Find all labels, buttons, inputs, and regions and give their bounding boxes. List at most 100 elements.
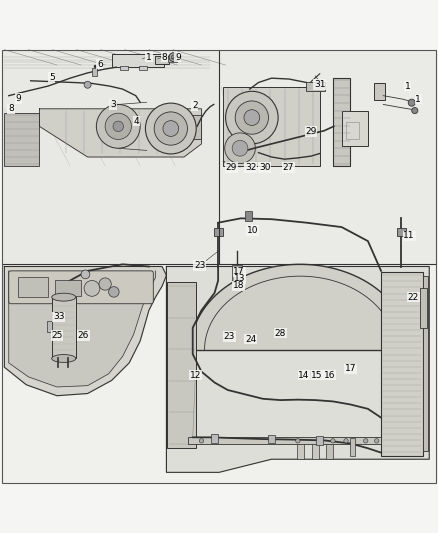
Ellipse shape (52, 293, 76, 301)
Text: 8: 8 (162, 53, 168, 62)
Text: 31: 31 (314, 80, 325, 89)
Text: 25: 25 (51, 331, 63, 340)
Text: 22: 22 (408, 293, 419, 302)
Circle shape (199, 439, 204, 443)
Text: 11: 11 (403, 231, 415, 240)
Bar (381, 272, 423, 456)
Text: 1: 1 (146, 53, 152, 62)
Text: 10: 10 (247, 226, 258, 235)
Text: 14: 14 (298, 370, 310, 379)
Bar (350, 438, 355, 456)
Bar (297, 444, 304, 459)
Circle shape (113, 121, 124, 132)
Text: 16: 16 (324, 370, 335, 379)
Bar (268, 435, 275, 443)
Circle shape (96, 104, 140, 148)
Text: 24: 24 (245, 335, 256, 344)
Bar (168, 57, 177, 61)
Text: 23: 23 (194, 261, 205, 270)
Circle shape (163, 120, 179, 136)
Bar (112, 54, 164, 67)
Polygon shape (9, 271, 155, 387)
Text: 30: 30 (259, 163, 270, 172)
Bar (2, 50, 219, 264)
Circle shape (84, 280, 100, 296)
Bar (333, 78, 350, 166)
Bar (312, 444, 319, 459)
Circle shape (109, 287, 119, 297)
Text: 9: 9 (175, 53, 181, 62)
Text: 32: 32 (245, 163, 256, 172)
Text: 15: 15 (311, 370, 323, 379)
Circle shape (296, 439, 300, 443)
Circle shape (99, 278, 111, 290)
Bar (211, 434, 218, 442)
Text: 13: 13 (234, 274, 246, 283)
Bar (52, 297, 76, 359)
Bar (173, 115, 201, 140)
Text: 33: 33 (53, 312, 64, 321)
Bar (92, 68, 97, 76)
FancyBboxPatch shape (9, 271, 153, 304)
Bar (55, 280, 81, 296)
Text: 28: 28 (275, 328, 286, 337)
Text: 27: 27 (283, 163, 294, 172)
Bar (326, 444, 333, 459)
Text: 23: 23 (224, 332, 235, 341)
Text: 29: 29 (226, 163, 237, 172)
Text: 12: 12 (190, 370, 201, 379)
Bar (232, 265, 242, 280)
Bar (346, 122, 359, 140)
Bar (223, 87, 320, 166)
Text: 17: 17 (345, 365, 356, 374)
Polygon shape (166, 266, 429, 472)
Circle shape (154, 112, 187, 145)
Circle shape (226, 91, 278, 144)
Circle shape (331, 439, 335, 443)
Bar (120, 66, 128, 70)
Bar (306, 82, 325, 91)
Bar (4, 113, 39, 166)
Circle shape (232, 140, 248, 156)
Circle shape (81, 270, 90, 279)
Circle shape (225, 133, 255, 164)
Bar (47, 321, 52, 332)
Bar (374, 83, 385, 100)
Text: 6: 6 (97, 60, 103, 69)
Bar (18, 278, 48, 297)
Bar (245, 211, 252, 221)
Circle shape (318, 439, 322, 443)
Bar (342, 111, 368, 146)
Circle shape (84, 81, 91, 88)
Circle shape (412, 108, 418, 114)
Polygon shape (4, 266, 166, 395)
Circle shape (235, 101, 268, 134)
Text: 8: 8 (8, 104, 14, 114)
Bar (397, 228, 406, 236)
Circle shape (145, 103, 196, 154)
Circle shape (105, 113, 131, 140)
Bar (316, 437, 323, 445)
Circle shape (408, 99, 415, 106)
Polygon shape (191, 264, 410, 350)
Circle shape (171, 55, 176, 59)
Bar (214, 228, 223, 236)
Text: 5: 5 (49, 73, 55, 82)
Bar (2, 264, 436, 483)
Bar (420, 288, 427, 328)
Bar (167, 282, 196, 448)
Text: 26: 26 (78, 331, 89, 340)
Text: 1: 1 (404, 82, 410, 91)
Circle shape (374, 439, 379, 443)
Circle shape (364, 439, 368, 443)
Circle shape (344, 439, 348, 443)
Text: 3: 3 (110, 100, 116, 109)
Polygon shape (39, 109, 201, 157)
Text: 2: 2 (192, 101, 198, 110)
Ellipse shape (52, 354, 76, 362)
Text: 9: 9 (15, 94, 21, 103)
Text: 18: 18 (233, 281, 244, 290)
Bar (155, 56, 169, 64)
Text: 1: 1 (415, 95, 421, 104)
Bar (139, 66, 147, 70)
